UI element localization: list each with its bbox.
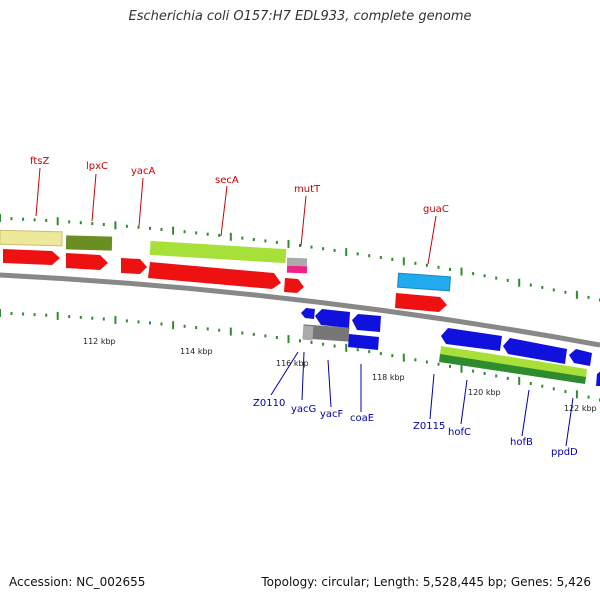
forward-features [0, 229, 451, 312]
gene-label-ppdD[interactable]: ppdD [551, 447, 578, 458]
cds-arrow-yacA[interactable] [121, 258, 147, 274]
scale-label: 112 kbp [83, 337, 116, 346]
gene-label-Z0110[interactable]: Z0110 [253, 398, 285, 409]
scale-labels: 112 kbp 114 kbp 116 kbp 118 kbp 120 kbp … [83, 337, 597, 413]
scale-label: 120 kbp [468, 388, 501, 397]
gene-label-hofB[interactable]: hofB [510, 437, 533, 448]
gene-label-mutT[interactable]: mutT [294, 184, 321, 195]
gene-feature-mutT-top[interactable] [286, 257, 308, 267]
cds-arrow-hofB[interactable] [569, 349, 592, 366]
genome-backbone [0, 272, 600, 348]
gene-label-yacA[interactable]: yacA [131, 166, 156, 177]
cds-arrow-Z0110[interactable] [301, 308, 315, 319]
cds-arrow-coaE-lower[interactable] [348, 334, 379, 350]
cds-arrow-mutT[interactable] [284, 278, 304, 293]
gene-feature-secA-gene[interactable] [149, 240, 287, 264]
gene-label-yacG[interactable]: yacG [291, 404, 316, 415]
gene-label-lpxC[interactable]: lpxC [86, 161, 108, 172]
gene-label-coaE[interactable]: coaE [350, 413, 374, 424]
gene-feature-gray-light[interactable] [302, 325, 314, 341]
gene-label-hofC[interactable]: hofC [448, 427, 471, 438]
gene-feature-green-dark[interactable] [439, 354, 586, 384]
cds-arrow-secA[interactable] [148, 262, 281, 289]
cds-arrow-guaC[interactable] [395, 293, 447, 312]
scale-label: 122 kbp [564, 404, 597, 413]
inner-scale-ticks [0, 309, 600, 402]
forward-leader-lines [35, 167, 437, 265]
reverse-leader-lines [270, 351, 574, 447]
cds-arrow-hofC[interactable] [503, 338, 567, 364]
scale-label: 114 kbp [180, 347, 213, 356]
gene-label-yacF[interactable]: yacF [320, 409, 344, 420]
accession-text: Accession: NC_002655 [9, 575, 146, 589]
gene-label-Z0115[interactable]: Z0115 [413, 421, 445, 432]
reverse-features [301, 308, 600, 386]
gene-feature-guaC-gene[interactable] [397, 272, 451, 292]
gene-feature-green-light[interactable] [440, 346, 587, 378]
reverse-gene-labels: Z0110 yacG yacF coaE Z0115 hofC hofB ppd… [253, 398, 578, 458]
genome-title: Escherichia coli O157:H7 EDL933, complet… [128, 9, 472, 24]
cds-arrow-coaE[interactable] [352, 314, 381, 332]
scale-label: 118 kbp [372, 373, 405, 382]
gene-feature-ftsZ-gene[interactable] [0, 229, 63, 247]
outer-scale-ticks [0, 214, 600, 302]
cds-arrow-yacF[interactable] [315, 309, 350, 328]
gene-feature-gray-block[interactable] [302, 324, 350, 342]
cds-arrow-ppdD[interactable] [596, 370, 600, 386]
forward-gene-labels: ftsZ lpxC yacA secA mutT guaC [30, 156, 449, 215]
scale-label: 116 kbp [276, 359, 309, 368]
gene-feature-mutT-pink[interactable] [286, 265, 308, 274]
gene-label-guaC[interactable]: guaC [423, 204, 449, 215]
gene-feature-lpxC-gene[interactable] [65, 235, 113, 251]
cds-arrow-ftsZ[interactable] [3, 249, 60, 265]
gene-label-ftsZ[interactable]: ftsZ [30, 156, 49, 167]
cds-arrow-lpxC[interactable] [66, 253, 108, 270]
cds-arrow-Z0115[interactable] [441, 328, 502, 351]
genome-summary-text: Topology: circular; Length: 5,528,445 bp… [261, 575, 591, 589]
gene-label-secA[interactable]: secA [215, 175, 239, 186]
